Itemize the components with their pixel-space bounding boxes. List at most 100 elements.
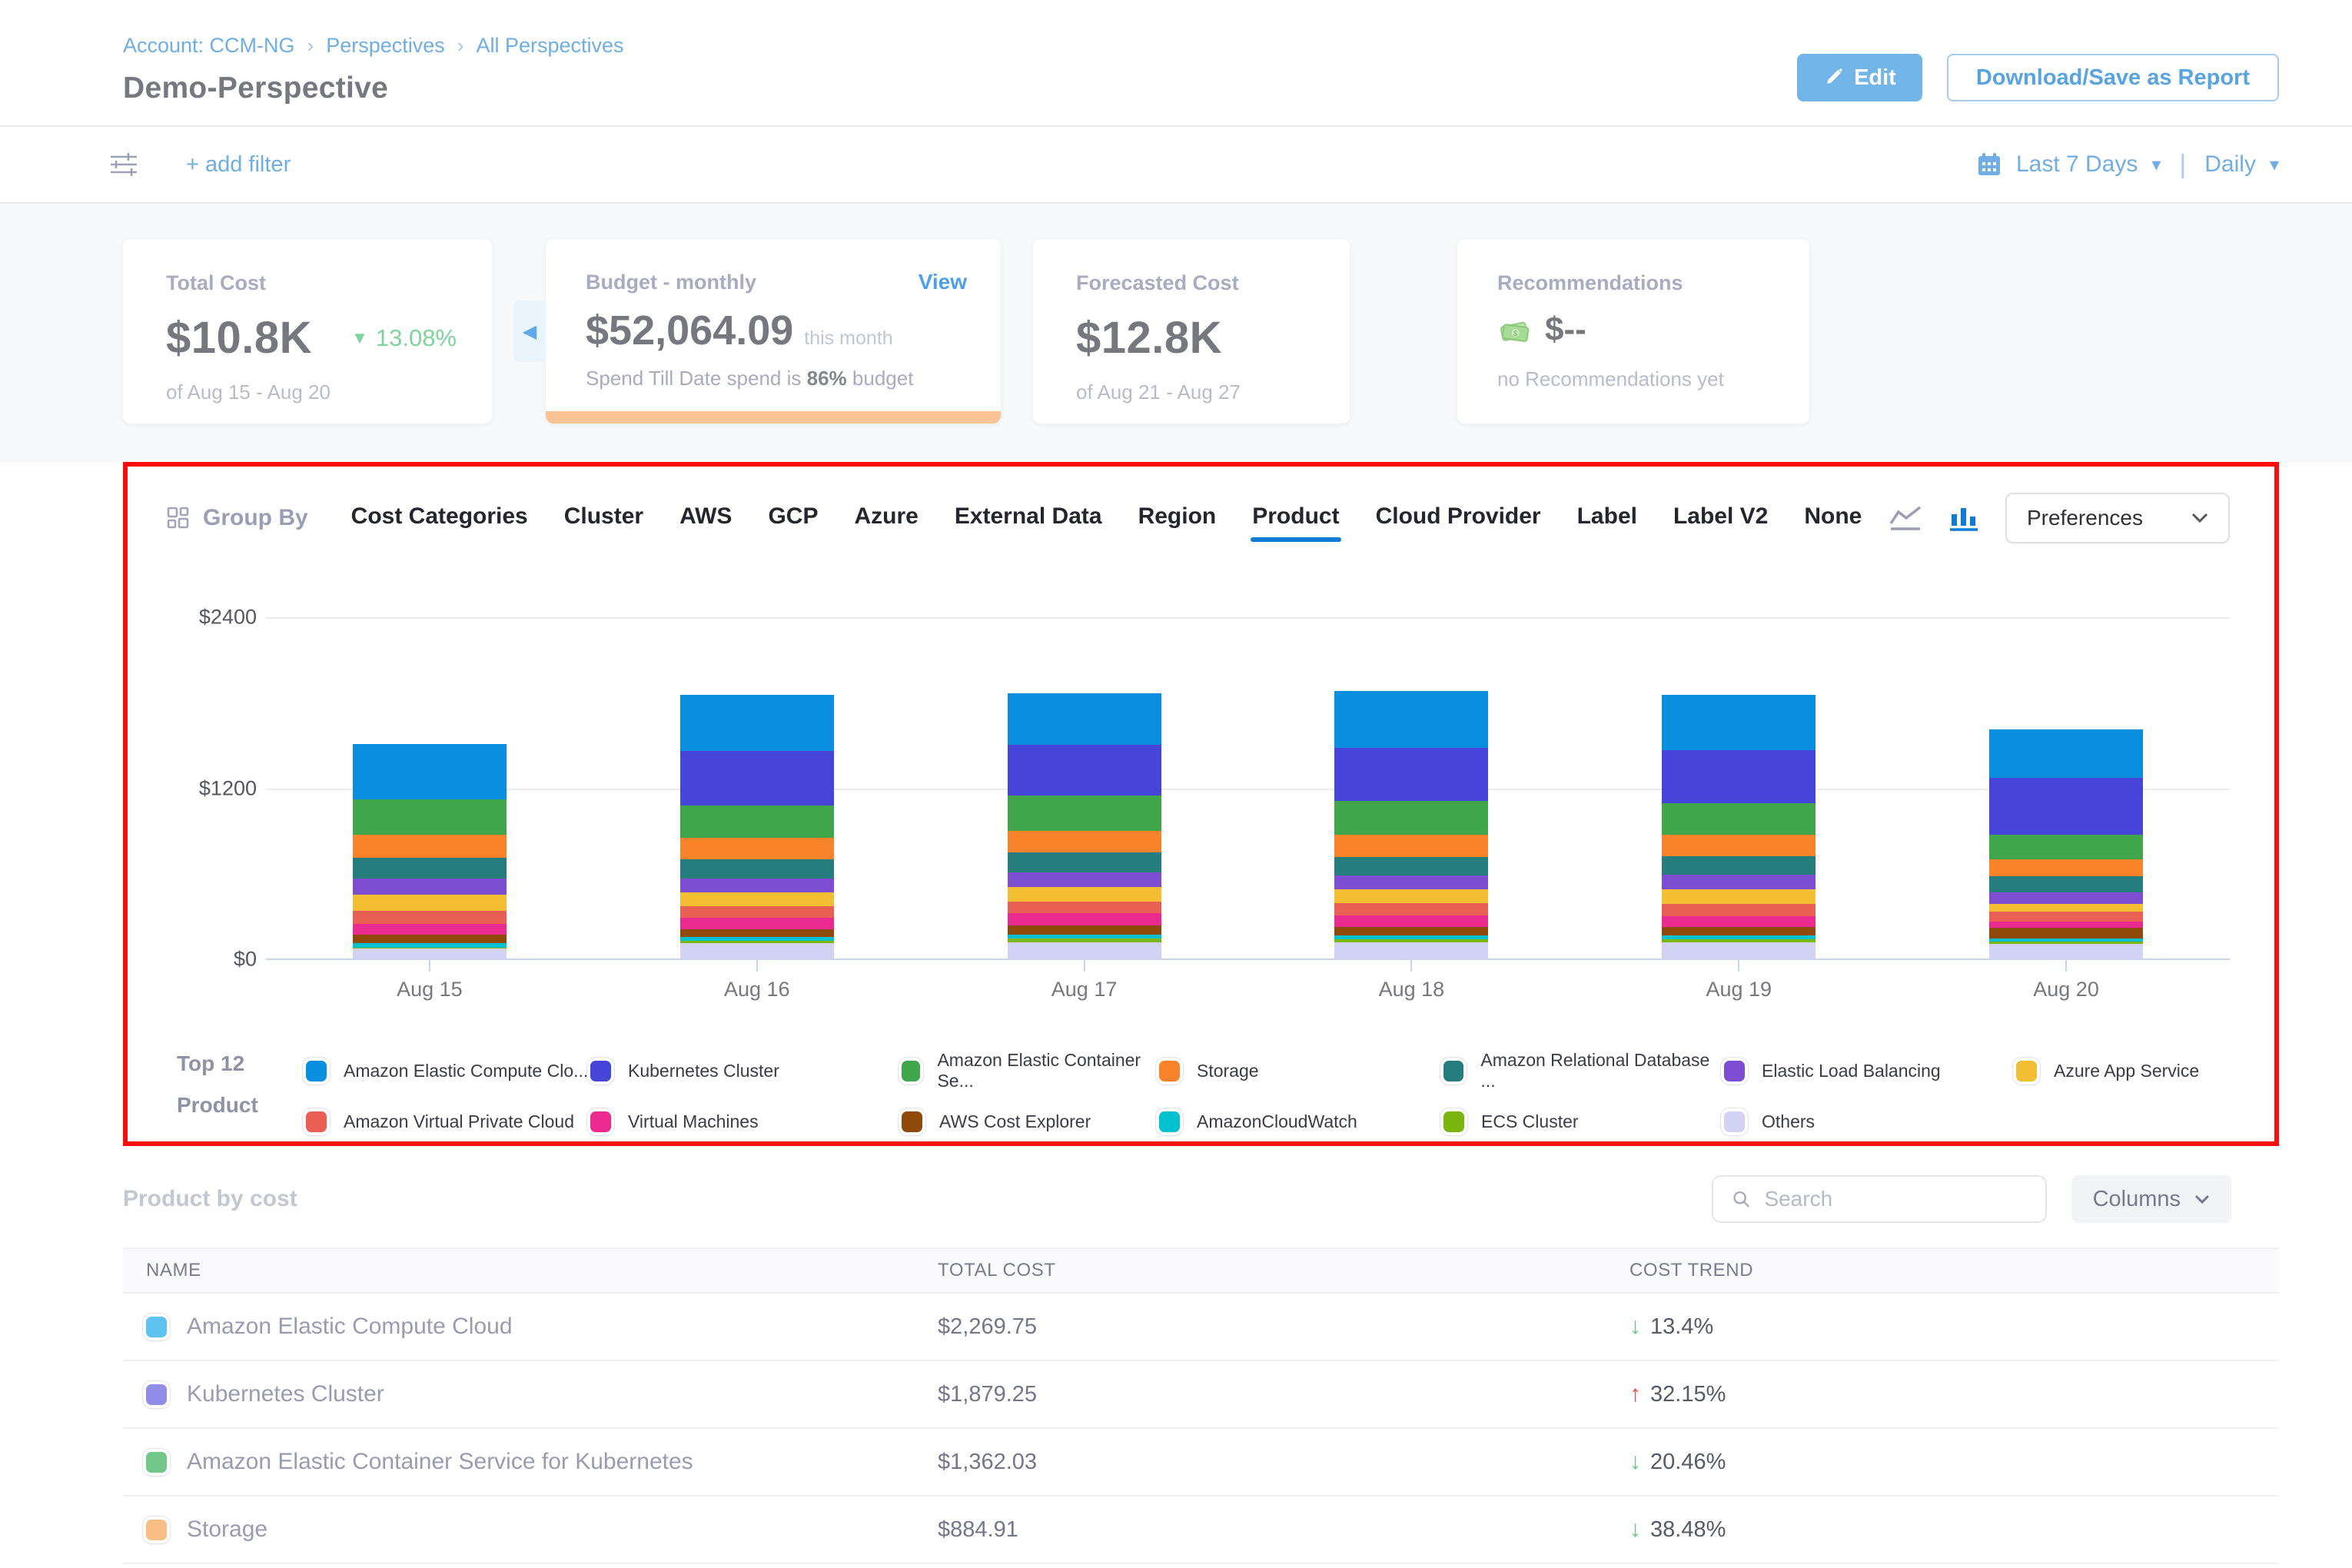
- bar-segment[interactable]: [1334, 834, 1489, 857]
- table-row[interactable]: Storage $884.91 ↓ 38.48%: [123, 1497, 2279, 1564]
- bar-segment[interactable]: [1007, 852, 1161, 873]
- bar-segment[interactable]: [1007, 795, 1161, 831]
- bar-segment[interactable]: [1007, 913, 1161, 925]
- tab-gcp[interactable]: GCP: [768, 503, 819, 529]
- bar-segment[interactable]: [1662, 835, 1816, 857]
- legend-item-amazon-relational-database-[interactable]: Amazon Relational Database ...: [1443, 1050, 1724, 1091]
- budget-view-link[interactable]: View: [918, 270, 967, 294]
- tab-label-v2[interactable]: Label V2: [1673, 503, 1769, 529]
- bar-segment[interactable]: [1662, 915, 1816, 928]
- tab-product[interactable]: Product: [1251, 503, 1341, 542]
- tab-aws[interactable]: AWS: [679, 503, 733, 529]
- bar-segment[interactable]: [1989, 941, 2144, 944]
- bar-segment[interactable]: [679, 879, 834, 892]
- bar-segment[interactable]: [679, 942, 834, 959]
- bar-segment[interactable]: [1334, 747, 1489, 802]
- bar-segment[interactable]: [1662, 750, 1816, 803]
- bar-segment[interactable]: [352, 910, 507, 925]
- legend-item-kubernetes-cluster[interactable]: Kubernetes Cluster: [590, 1050, 902, 1091]
- bar-segment[interactable]: [352, 942, 507, 948]
- bar-segment[interactable]: [679, 906, 834, 919]
- bar-segment[interactable]: [1662, 694, 1816, 751]
- legend-item-amazon-elastic-compute-clo-[interactable]: Amazon Elastic Compute Clo...: [306, 1050, 590, 1091]
- bar-aug-15[interactable]: [352, 744, 507, 959]
- date-range-dropdown[interactable]: Last 7 Days: [2015, 151, 2138, 177]
- legend-item-azure-app-service[interactable]: Azure App Service: [2016, 1050, 2230, 1091]
- bar-segment[interactable]: [352, 799, 507, 835]
- bar-segment[interactable]: [352, 744, 507, 799]
- bar-aug-18[interactable]: [1334, 690, 1489, 959]
- bar-segment[interactable]: [679, 892, 834, 907]
- bar-segment[interactable]: [1662, 939, 1816, 943]
- download-save-report-button[interactable]: Download/Save as Report: [1946, 54, 2279, 101]
- bar-segment[interactable]: [679, 859, 834, 879]
- bar-segment[interactable]: [1989, 859, 2144, 876]
- cell-product-name[interactable]: Amazon Elastic Compute Cloud: [123, 1314, 915, 1340]
- bar-segment[interactable]: [352, 857, 507, 879]
- tab-region[interactable]: Region: [1138, 503, 1217, 529]
- chevron-down-icon[interactable]: ▾: [2269, 154, 2279, 175]
- filter-sliders-icon[interactable]: [108, 151, 140, 178]
- tab-cost-categories[interactable]: Cost Categories: [350, 503, 528, 529]
- legend-item-others[interactable]: Others: [1724, 1111, 2016, 1132]
- bar-segment[interactable]: [1334, 889, 1489, 903]
- bar-segment[interactable]: [1334, 915, 1489, 928]
- bar-segment[interactable]: [1662, 889, 1816, 904]
- bar-segment[interactable]: [1662, 802, 1816, 835]
- granularity-dropdown[interactable]: Daily: [2204, 151, 2256, 177]
- bar-segment[interactable]: [1662, 942, 1816, 959]
- add-filter-button[interactable]: + add filter: [186, 151, 291, 177]
- bar-segment[interactable]: [1989, 892, 2144, 904]
- bar-segment[interactable]: [1989, 943, 2144, 959]
- tab-cloud-provider[interactable]: Cloud Provider: [1375, 503, 1541, 529]
- bar-segment[interactable]: [1334, 935, 1489, 940]
- bar-segment[interactable]: [1989, 927, 2144, 939]
- bar-segment[interactable]: [1334, 801, 1489, 835]
- cell-product-name[interactable]: Kubernetes Cluster: [123, 1381, 915, 1407]
- bar-segment[interactable]: [679, 838, 834, 860]
- legend-item-elastic-load-balancing[interactable]: Elastic Load Balancing: [1724, 1050, 2016, 1091]
- cell-product-name[interactable]: Storage: [123, 1517, 915, 1543]
- bar-segment[interactable]: [1662, 927, 1816, 935]
- bar-segment[interactable]: [1007, 886, 1161, 902]
- bar-aug-19[interactable]: [1662, 694, 1816, 959]
- tab-azure[interactable]: Azure: [854, 503, 919, 529]
- legend-item-virtual-machines[interactable]: Virtual Machines: [590, 1111, 902, 1132]
- bar-segment[interactable]: [352, 878, 507, 895]
- bar-segment[interactable]: [352, 835, 507, 858]
- bar-segment[interactable]: [679, 918, 834, 930]
- bar-segment[interactable]: [679, 805, 834, 839]
- bar-segment[interactable]: [1007, 942, 1161, 959]
- legend-item-amazon-elastic-container-se-[interactable]: Amazon Elastic Container Se...: [902, 1050, 1159, 1091]
- tab-none[interactable]: None: [1804, 503, 1862, 529]
- bar-segment[interactable]: [1334, 902, 1489, 916]
- legend-item-aws-cost-explorer[interactable]: AWS Cost Explorer: [902, 1111, 1159, 1132]
- table-row[interactable]: Amazon Elastic Container Service for Kub…: [123, 1429, 2279, 1497]
- bar-segment[interactable]: [679, 937, 834, 941]
- bar-segment[interactable]: [679, 929, 834, 938]
- bar-segment[interactable]: [1662, 903, 1816, 916]
- breadcrumb-account[interactable]: Account: CCM-NG: [123, 34, 295, 57]
- bar-segment[interactable]: [1007, 925, 1161, 935]
- bar-segment[interactable]: [679, 695, 834, 752]
- bar-segment[interactable]: [1334, 927, 1489, 936]
- bar-segment[interactable]: [1989, 922, 2144, 928]
- breadcrumb-all-perspectives[interactable]: All Perspectives: [476, 34, 624, 57]
- bar-segment[interactable]: [1007, 938, 1161, 943]
- bar-segment[interactable]: [679, 751, 834, 806]
- legend-item-amazon-virtual-private-cloud[interactable]: Amazon Virtual Private Cloud: [306, 1111, 590, 1132]
- line-chart-toggle[interactable]: [1889, 505, 1922, 531]
- bar-segment[interactable]: [1662, 935, 1816, 940]
- cell-product-name[interactable]: Amazon Elastic Container Service for Kub…: [123, 1449, 915, 1475]
- legend-item-ecs-cluster[interactable]: ECS Cluster: [1443, 1111, 1724, 1132]
- preferences-dropdown[interactable]: Preferences: [2005, 493, 2230, 543]
- legend-item-storage[interactable]: Storage: [1159, 1050, 1443, 1091]
- bar-aug-20[interactable]: [1989, 729, 2144, 959]
- bar-segment[interactable]: [1989, 729, 2144, 778]
- bar-segment[interactable]: [1334, 939, 1489, 942]
- bar-segment[interactable]: [1989, 938, 2144, 942]
- bar-segment[interactable]: [1334, 875, 1489, 890]
- bar-segment[interactable]: [1007, 830, 1161, 853]
- bar-segment[interactable]: [1007, 935, 1161, 938]
- bar-segment[interactable]: [1334, 856, 1489, 875]
